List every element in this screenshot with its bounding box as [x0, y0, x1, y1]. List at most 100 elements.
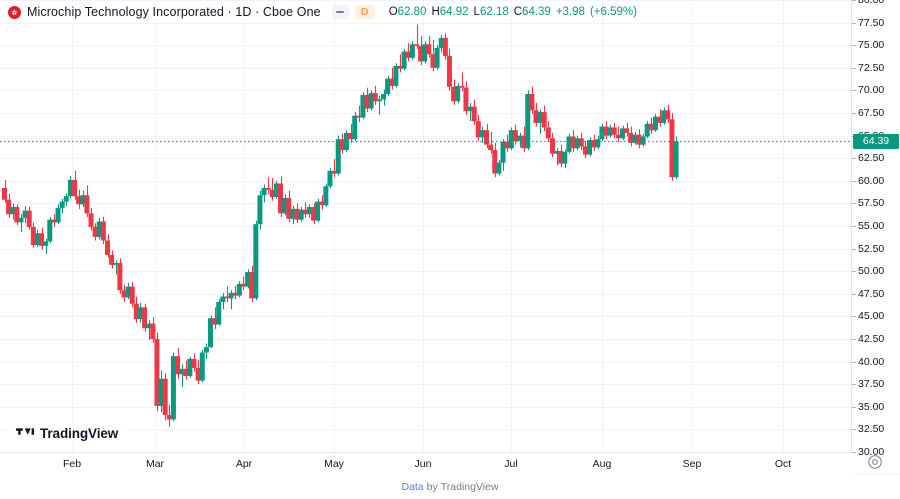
- symbol-title[interactable]: Microchip Technology Incorporated · 1D ·…: [27, 5, 321, 19]
- price-tick: 60.00: [852, 174, 900, 188]
- price-tick-dash: [852, 452, 856, 453]
- ohlc-close-value: 64.39: [522, 6, 551, 18]
- time-tick-label: Feb: [62, 458, 82, 470]
- price-tick-dash: [852, 226, 856, 227]
- price-tick-dash: [852, 271, 856, 273]
- price-tick-label: 50.00: [858, 265, 885, 278]
- price-tick-label: 55.00: [858, 220, 885, 232]
- price-tick: 30.00: [852, 445, 900, 459]
- price-tick-label: 57.50: [858, 197, 885, 210]
- price-tick-label: 60.00: [858, 174, 885, 187]
- price-tick: 52.50: [852, 242, 900, 256]
- current-price-line: [0, 140, 852, 143]
- price-tick: 35.00: [852, 400, 900, 414]
- time-scale[interactable]: Feb Mar Apr May Jun Jul Aug Sep Oct: [0, 452, 852, 475]
- price-tick-dash: [852, 45, 856, 47]
- dash-badge-icon[interactable]: [331, 5, 349, 19]
- price-tick: 70.00: [852, 83, 900, 97]
- price-tick: 75.00: [852, 38, 900, 52]
- price-tick-dash: [852, 384, 856, 386]
- tradingview-watermark: TradingView: [10, 421, 128, 445]
- time-tick-label: Jul: [504, 458, 518, 470]
- price-tick-dash: [852, 316, 856, 318]
- price-tick: 32.50: [852, 422, 900, 436]
- time-tick-label: Mar: [145, 458, 165, 470]
- price-tick-label: 37.50: [858, 378, 885, 391]
- price-tick-dash: [852, 339, 856, 340]
- price-tick-label: 42.50: [858, 333, 885, 345]
- price-tick-dash: [852, 113, 856, 114]
- price-tick-dash: [852, 158, 856, 160]
- tradingview-logo-icon: [16, 424, 35, 442]
- price-tick-label: 52.50: [858, 242, 885, 255]
- price-tick-dash: [852, 180, 856, 182]
- price-tick-label: 32.50: [858, 423, 885, 436]
- price-tick: 47.50: [852, 287, 900, 301]
- chart-plot-area[interactable]: [0, 0, 852, 452]
- price-tick-label: 47.50: [858, 287, 885, 300]
- ohlc-open-label: O: [388, 6, 398, 18]
- price-tick-dash: [852, 22, 856, 24]
- data-link[interactable]: Data: [401, 481, 424, 493]
- price-tick: 42.50: [852, 332, 900, 346]
- price-scale-settings-icon[interactable]: [867, 454, 883, 470]
- price-tick-dash: [852, 361, 856, 363]
- time-tick-label: Sep: [682, 458, 702, 470]
- price-tick-label: 77.50: [858, 16, 885, 29]
- footer-brand-label: TradingView: [440, 481, 499, 493]
- price-tick: 72.50: [852, 61, 900, 75]
- price-tick-dash: [852, 248, 856, 250]
- price-tick: 57.50: [852, 196, 900, 210]
- price-tick: 67.50: [852, 106, 900, 120]
- price-tick: 40.00: [852, 355, 900, 369]
- ohlc-high-value: 64.92: [439, 6, 469, 18]
- price-tick: 50.00: [852, 264, 900, 278]
- ohlc-close-label: C: [513, 6, 523, 18]
- watermark-label: TradingView: [40, 425, 119, 441]
- price-tick-label: 72.50: [858, 61, 885, 74]
- price-tick-label: 80.00: [858, 0, 885, 6]
- price-tick: 62.50: [852, 151, 900, 165]
- price-tick: 77.50: [852, 16, 900, 30]
- chart-gridlines: [0, 0, 852, 452]
- price-tick-dash: [852, 90, 856, 92]
- price-tick-label: 40.00: [858, 355, 885, 368]
- ohlc-open: O62.80: [389, 6, 427, 18]
- ohlc-low-label: L: [473, 6, 480, 18]
- ohlc-close: C64.39: [514, 6, 551, 18]
- ohlc-open-value: 62.80: [397, 6, 427, 18]
- ohlc-high-label: H: [431, 6, 440, 18]
- price-tick-dash: [852, 406, 856, 408]
- current-price-badge: 64.39: [853, 133, 899, 149]
- price-tick-label: 62.50: [858, 152, 885, 165]
- microchip-logo-icon: [8, 5, 21, 19]
- price-change: +3.98: [555, 6, 585, 18]
- ohlc-low: L62.18: [474, 6, 509, 18]
- footer-by-label: by: [426, 481, 438, 493]
- price-tick-dash: [852, 203, 856, 205]
- price-tick-dash: [852, 293, 856, 295]
- price-tick: 80.00: [852, 0, 900, 7]
- chart-legend-header: Microchip Technology Incorporated · 1D ·…: [0, 0, 637, 24]
- price-tick-label: 45.00: [858, 310, 885, 323]
- price-tick: 55.00: [852, 219, 900, 233]
- time-tick-label: Aug: [592, 458, 612, 470]
- price-tick-dash: [852, 429, 856, 431]
- time-tick-label: May: [324, 458, 344, 470]
- price-tick: 45.00: [852, 309, 900, 323]
- ohlc-values: O62.80 H64.92 L62.18 C64.39 +3.98 (+6.59…: [389, 6, 637, 18]
- interval-badge[interactable]: D: [354, 5, 375, 19]
- time-tick-label: Oct: [774, 458, 792, 470]
- price-tick-dash: [852, 0, 856, 1]
- price-change-percent: (+6.59%): [589, 6, 637, 18]
- time-tick-label: Apr: [235, 458, 253, 470]
- chart-footer: Data by TradingView: [0, 474, 900, 499]
- candlestick-series: [2, 24, 679, 427]
- price-scale[interactable]: 80.0077.5075.0072.5070.0067.5065.0062.50…: [851, 0, 900, 474]
- price-tick-dash: [852, 67, 856, 69]
- time-tick-label: Jun: [414, 458, 432, 470]
- price-tick-label: 70.00: [858, 84, 885, 97]
- price-tick: 37.50: [852, 377, 900, 391]
- ohlc-low-value: 62.18: [479, 6, 509, 18]
- ohlc-high: H64.92: [431, 6, 468, 18]
